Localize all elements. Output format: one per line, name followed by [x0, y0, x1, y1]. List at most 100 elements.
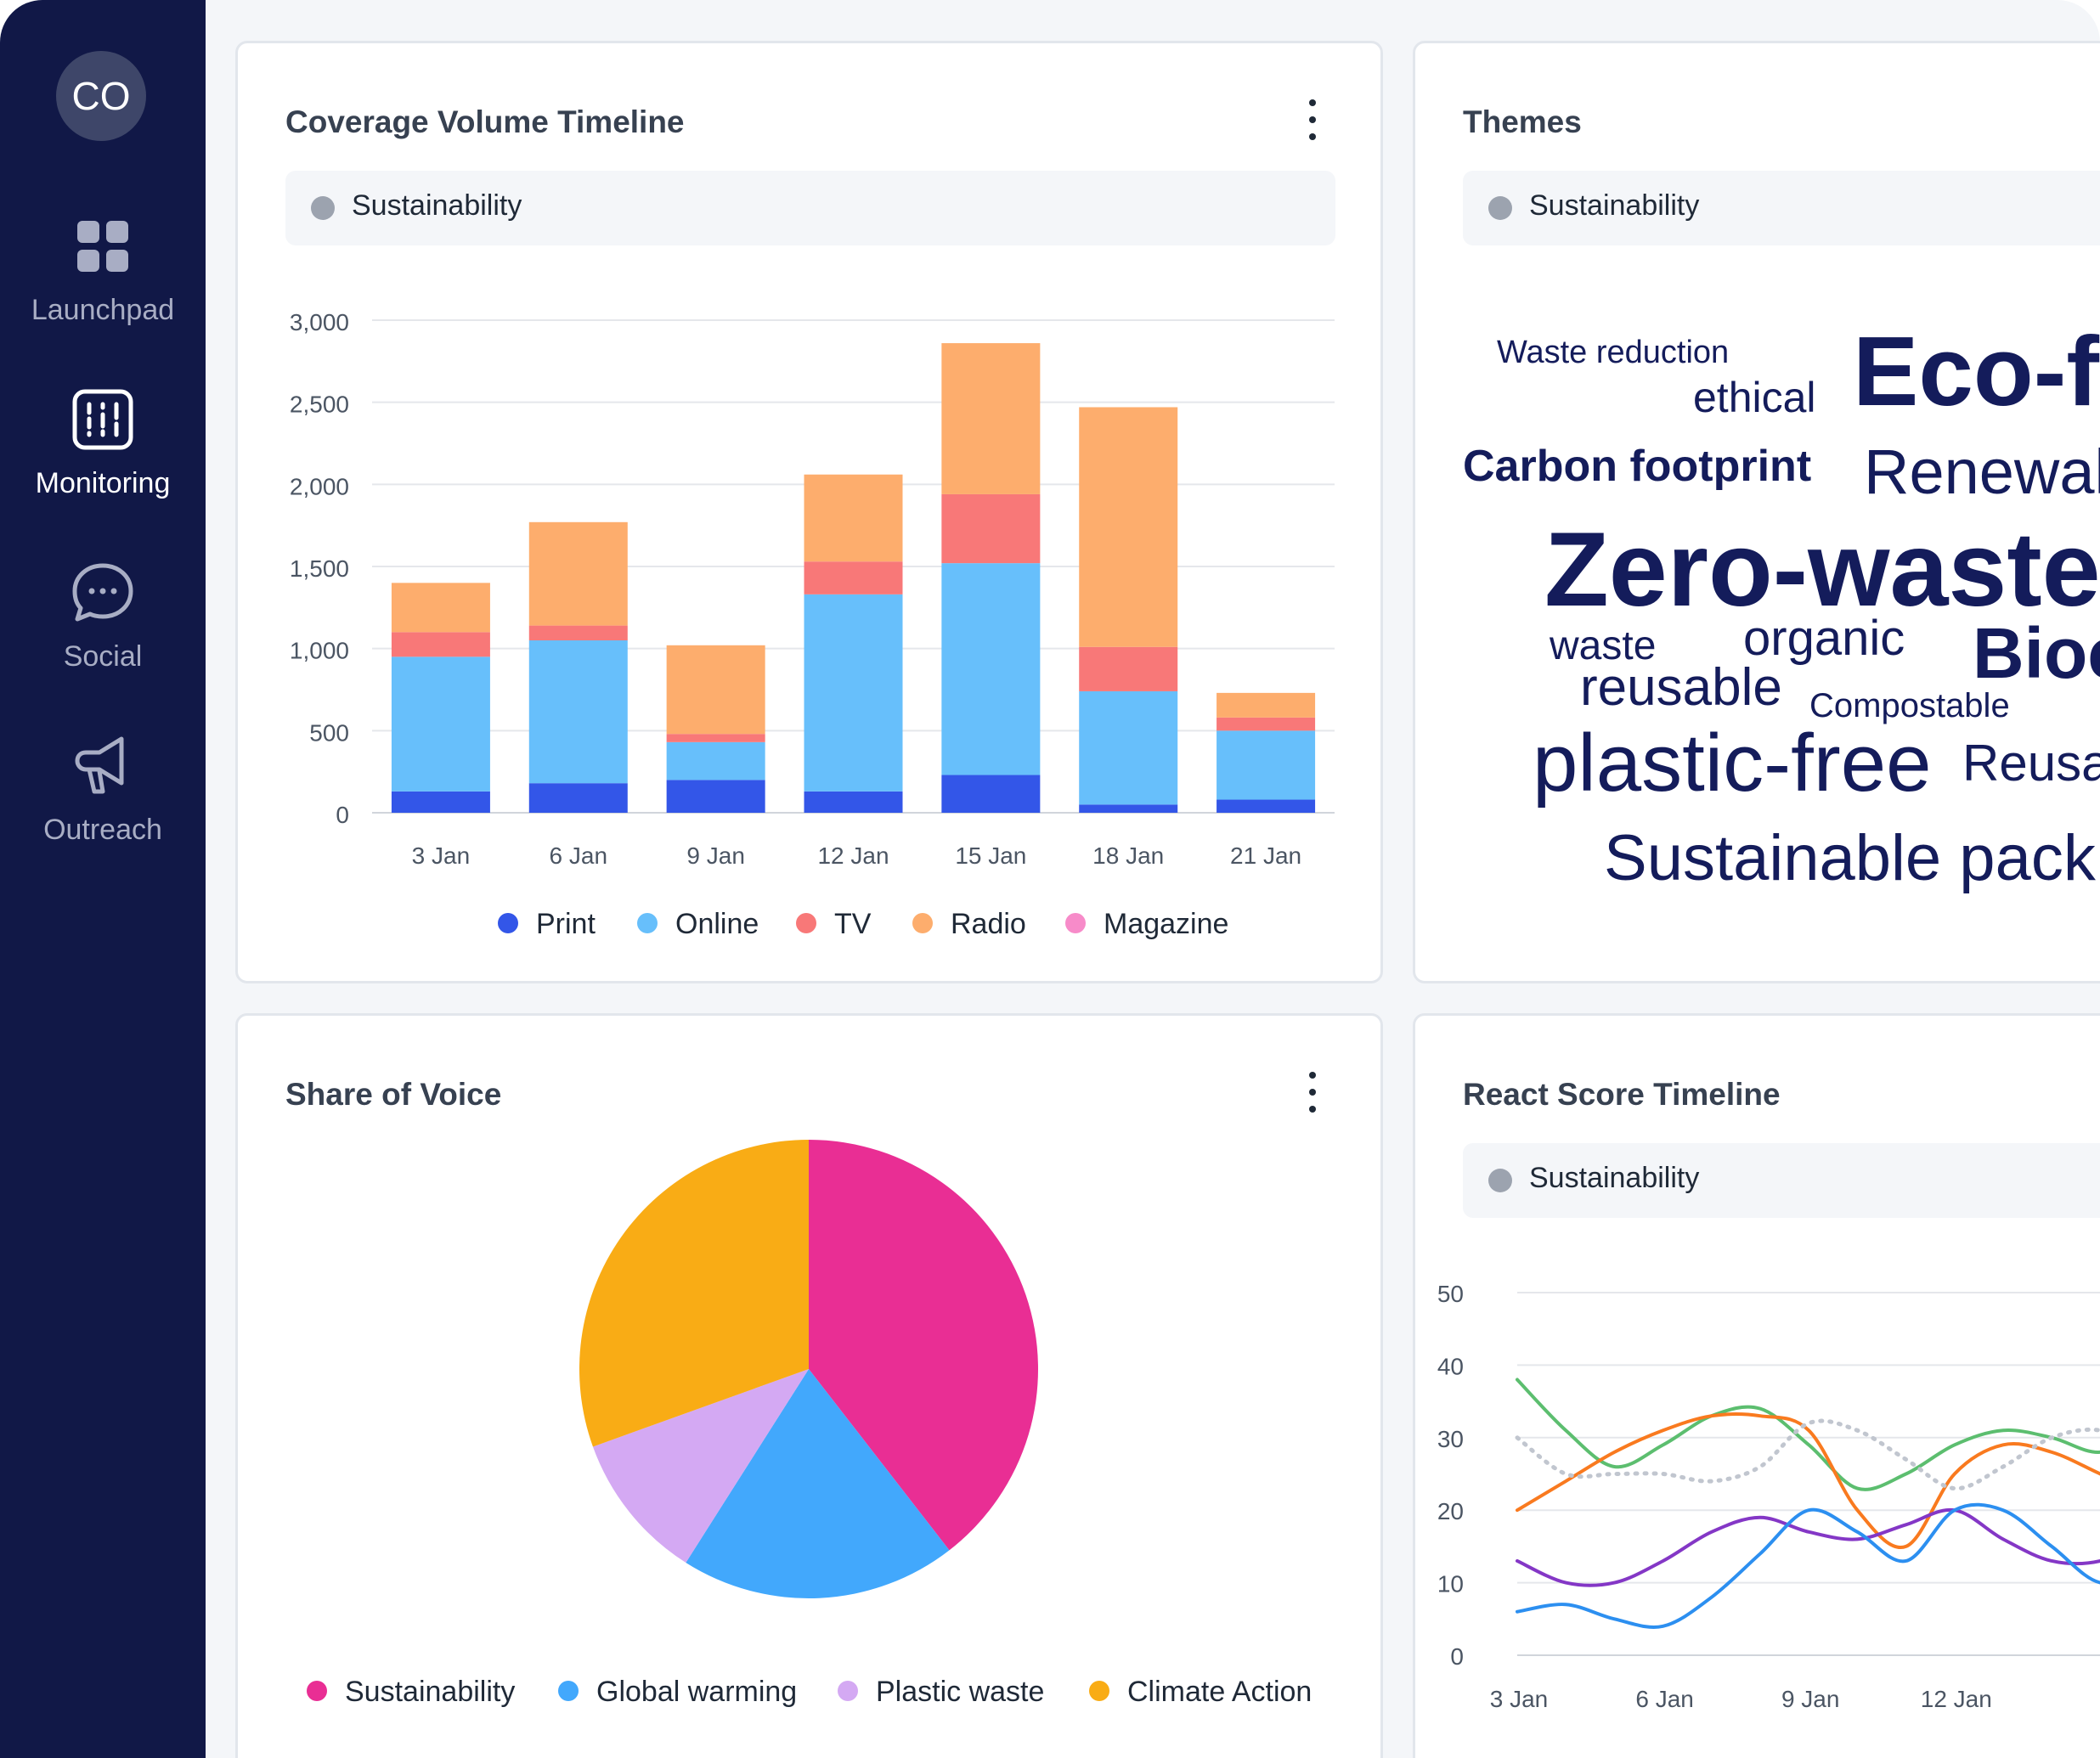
- x-tick-label: 6 Jan: [550, 842, 608, 869]
- grid-icon: [77, 221, 128, 272]
- nav-label-social: Social: [63, 640, 143, 673]
- word-cloud-term[interactable]: Reusa: [1962, 735, 2100, 792]
- legend-marker: [1089, 1681, 1109, 1701]
- y-tick-label: 1,000: [290, 638, 349, 664]
- x-tick-label: 12 Jan: [817, 842, 889, 869]
- bar-segment-online: [941, 563, 1041, 775]
- avatar[interactable]: CO: [56, 51, 146, 141]
- filter-dot-icon: [311, 196, 335, 220]
- filter-chip[interactable]: Sustainability: [1463, 171, 2100, 245]
- series-line-0: [1516, 1378, 2100, 1491]
- x-tick-label: 15 Jan: [955, 842, 1026, 869]
- bar-segment-print: [1079, 804, 1178, 813]
- legend-label: Plastic waste: [876, 1676, 1044, 1708]
- legend-marker: [558, 1681, 579, 1701]
- pie-slice-plastic-waste: [592, 1369, 809, 1563]
- filter-label: Sustainability: [352, 189, 522, 222]
- word-cloud-term[interactable]: Sustainable pack: [1604, 822, 2096, 894]
- coverage-bar-chart: 0 500 1,000 1,500 2,000 2,500 3,000 3 Jan 6 Jan 9…: [290, 309, 1335, 940]
- filter-chip[interactable]: Sustainability: [1463, 1143, 2100, 1218]
- card-title: Coverage Volume Timeline: [285, 104, 685, 139]
- bar-segment-online: [666, 741, 765, 780]
- word-cloud-term[interactable]: organic: [1743, 611, 1905, 666]
- bar-segment-radio: [391, 583, 490, 633]
- word-cloud-term[interactable]: plastic-free: [1533, 718, 1932, 809]
- legend-label: Online: [675, 908, 759, 940]
- word-cloud-term[interactable]: Bioc: [1973, 613, 2100, 693]
- nav-item-launchpad[interactable]: Launchpad: [0, 212, 206, 348]
- series-line-1: [1516, 1412, 2100, 1550]
- more-options-icon[interactable]: [1296, 1067, 1329, 1118]
- word-cloud-term[interactable]: waste: [1550, 623, 1657, 668]
- y-tick-label: 50: [1437, 1281, 1464, 1307]
- word-cloud-term[interactable]: reusable: [1580, 658, 1782, 717]
- pie-slice-sustainability: [809, 1140, 1038, 1551]
- bar-segment-print: [528, 783, 628, 813]
- sidebar: CO Launchpad Monitoring: [0, 0, 206, 1758]
- bar-segment-radio: [528, 521, 628, 626]
- nav-label-outreach: Outreach: [43, 814, 162, 846]
- bar-segment-tv: [528, 625, 628, 640]
- word-cloud-term[interactable]: Carbon footprint: [1463, 442, 1812, 491]
- bar-segment-radio: [941, 343, 1041, 494]
- x-tick-label: 9 Jan: [1781, 1686, 1840, 1712]
- share-of-voice-card: Share of Voice Sustainability Global warm…: [235, 1013, 1383, 1758]
- word-cloud-term[interactable]: Zero-waste: [1544, 511, 2100, 628]
- chat-bubble-icon: [72, 563, 133, 622]
- coverage-volume-card: Coverage Volume Timeline Sustainability …: [235, 41, 1383, 983]
- legend-label: Radio: [951, 908, 1026, 940]
- y-tick-label: 0: [336, 802, 349, 828]
- y-tick-label: 40: [1437, 1353, 1464, 1379]
- legend-marker: [1065, 913, 1086, 933]
- share-of-voice-pie-chart: Sustainability Global warming Plastic wast…: [307, 1140, 1312, 1708]
- word-cloud-term[interactable]: Compostable: [1809, 687, 2010, 724]
- bar-segment-radio: [1217, 692, 1316, 718]
- x-tick-label: 21 Jan: [1230, 842, 1301, 869]
- filter-label: Sustainability: [1529, 189, 1700, 222]
- y-tick-label: 20: [1437, 1498, 1464, 1524]
- bar-segment-online: [1079, 690, 1178, 805]
- y-tick-label: 500: [309, 719, 349, 746]
- legend-label: Global warming: [596, 1676, 797, 1708]
- bar-segment-tv: [941, 493, 1041, 564]
- x-tick-label: 6 Jan: [1635, 1686, 1694, 1712]
- bar-segment-online: [1217, 730, 1316, 800]
- bar-segment-print: [804, 791, 903, 813]
- bar-segment-radio: [666, 645, 765, 735]
- word-cloud-term[interactable]: Eco-fr: [1853, 316, 2100, 426]
- series-line-3: [1516, 1507, 2100, 1587]
- word-cloud-term[interactable]: ethical: [1693, 374, 1816, 421]
- legend-label: Print: [536, 908, 596, 940]
- legend-label: Sustainability: [345, 1676, 515, 1708]
- bar-segment-online: [804, 594, 903, 792]
- nav-item-monitoring[interactable]: Monitoring: [0, 386, 206, 521]
- card-title: Themes: [1463, 104, 1582, 139]
- x-tick-label: 18 Jan: [1092, 842, 1164, 869]
- bar-segment-print: [666, 780, 765, 813]
- word-cloud-term[interactable]: Renewal: [1864, 437, 2100, 507]
- pie-slice-climate-action: [579, 1140, 809, 1447]
- filter-label: Sustainability: [1529, 1162, 1700, 1194]
- bar-segment-radio: [1079, 407, 1178, 647]
- nav-item-social[interactable]: Social: [0, 559, 206, 695]
- legend-marker: [637, 913, 658, 933]
- nav-label-launchpad: Launchpad: [31, 294, 175, 326]
- nav-item-outreach[interactable]: Outreach: [0, 732, 206, 868]
- legend-label: Climate Action: [1127, 1676, 1312, 1708]
- bar-segment-tv: [1217, 717, 1316, 731]
- filter-chip[interactable]: Sustainability: [285, 171, 1335, 245]
- bar-segment-tv: [804, 561, 903, 594]
- react-score-card: React Score Timeline Sustainability 0 10 2…: [1413, 1013, 2100, 1758]
- y-tick-label: 2,500: [290, 392, 349, 418]
- word-cloud-term[interactable]: Waste reduction: [1497, 335, 1730, 370]
- legend-label: TV: [834, 908, 872, 940]
- bar-segment-print: [391, 791, 490, 813]
- x-tick-label: 12 Jan: [1921, 1686, 1992, 1712]
- nav-label-monitoring: Monitoring: [35, 467, 171, 499]
- bar-segment-online: [391, 656, 490, 792]
- y-tick-label: 2,000: [290, 473, 349, 499]
- legend-marker: [307, 1681, 327, 1701]
- more-options-icon[interactable]: [1296, 94, 1329, 145]
- bar-segment-tv: [666, 734, 765, 742]
